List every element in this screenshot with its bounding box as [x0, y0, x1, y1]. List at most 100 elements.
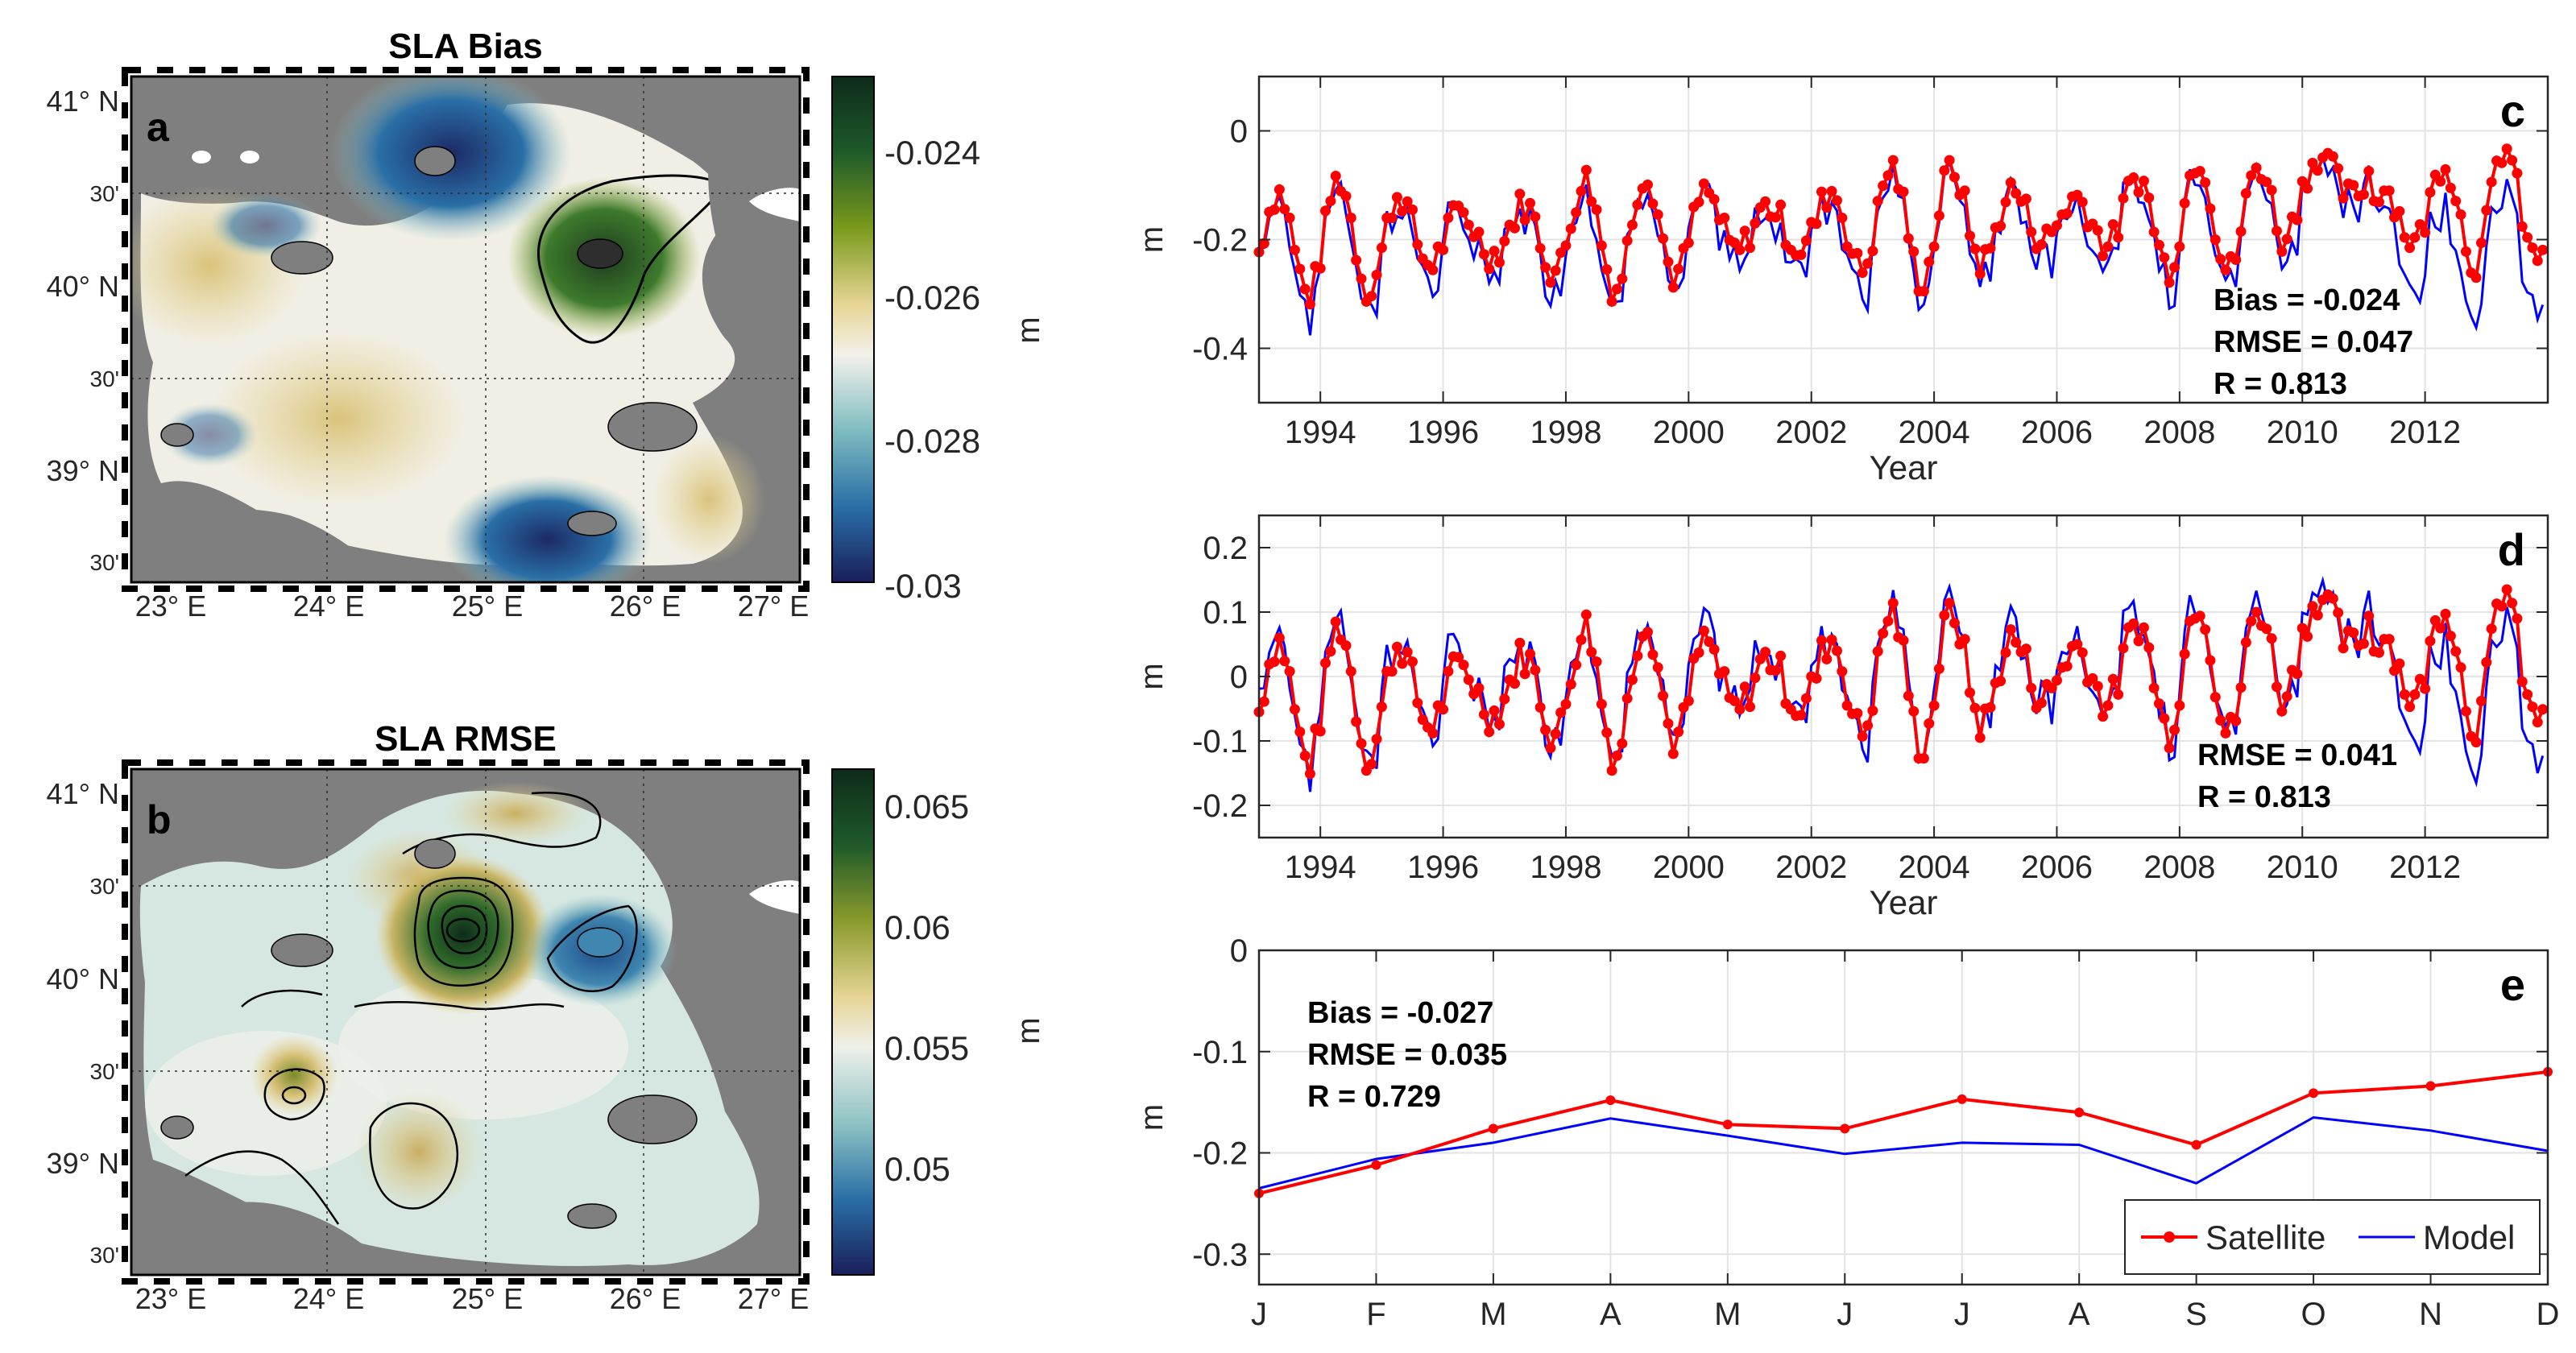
data-point [1775, 650, 1787, 661]
data-point [1944, 155, 1955, 166]
data-point [2098, 711, 2109, 722]
data-point [2532, 717, 2543, 728]
data-point [1565, 223, 1576, 234]
data-point [2440, 163, 2451, 175]
chart-c-series-model [1258, 153, 2545, 336]
data-point [2399, 689, 2410, 700]
data-point [1596, 698, 1607, 710]
data-point [2128, 618, 2139, 629]
data-point [1795, 249, 1807, 260]
panel-b-frame [130, 768, 801, 1276]
data-point [1586, 196, 1597, 207]
data-point [2302, 183, 2313, 194]
data-point [2235, 226, 2247, 237]
data-point [2307, 157, 2318, 168]
data-point [2455, 662, 2466, 673]
data-point [1550, 728, 1561, 739]
data-point [1887, 155, 1899, 166]
data-point [1596, 240, 1607, 251]
y-axis-label: m [1134, 1104, 1170, 1131]
data-point [1580, 164, 1592, 176]
panel-b-border [122, 759, 810, 1285]
data-point [2200, 624, 2211, 635]
data-point [1402, 196, 1413, 207]
data-point [1499, 693, 1510, 705]
data-point [1376, 701, 1387, 713]
panel-b-colorbar-tick: 0.055 [884, 1029, 969, 1067]
x-tick-label: 1994 [1285, 415, 1356, 450]
panel-b-colorbar-tick: 0.065 [884, 788, 969, 825]
data-point [2194, 610, 2205, 622]
data-point [2327, 593, 2338, 604]
data-point [1959, 634, 1970, 645]
x-tick-label: J [1954, 1297, 1970, 1332]
data-point [1995, 221, 2007, 232]
stat-text: R = 0.729 [1307, 1080, 1441, 1114]
data-point [2496, 157, 2508, 168]
legend-satellite-marker [2164, 1231, 2175, 1243]
data-point [1550, 265, 1561, 276]
data-point [1831, 195, 1842, 206]
data-point [1269, 204, 1280, 215]
data-point [2087, 672, 2098, 684]
chart-c-markers [1253, 143, 2549, 310]
data-point [1545, 743, 1556, 754]
data-point [1949, 618, 1960, 629]
data-point [1304, 768, 1315, 780]
data-point [1443, 666, 1454, 677]
x-tick-label: 2012 [2389, 415, 2461, 450]
data-point [1489, 246, 1500, 257]
stat-text: RMSE = 0.047 [2214, 325, 2413, 359]
data-point [1601, 727, 1613, 739]
data-point [2159, 713, 2170, 724]
panel-a-title: SLA Bias [388, 27, 543, 66]
data-point [1591, 656, 1602, 668]
data-point [2169, 724, 2180, 735]
data-point [1826, 634, 1837, 645]
y-tick-label: -0.2 [1192, 223, 1248, 259]
data-point [2522, 689, 2533, 700]
data-point [2420, 683, 2431, 694]
data-point [1605, 1095, 1616, 1106]
data-point [1939, 610, 1950, 621]
data-point [1928, 700, 1940, 711]
data-point [1591, 204, 1602, 215]
data-point [1816, 186, 1827, 197]
data-point [2026, 682, 2037, 693]
data-point [1663, 718, 1674, 729]
data-point [1484, 726, 1495, 738]
data-point [1965, 230, 1976, 242]
data-point [2475, 695, 2487, 706]
stat-text: R = 0.813 [2197, 780, 2331, 814]
data-point [1534, 242, 1546, 254]
data-point [1642, 627, 1654, 638]
data-point [1760, 647, 1771, 658]
panel-a-field [131, 77, 800, 582]
stat-text: RMSE = 0.035 [1307, 1038, 1507, 1072]
data-point [1258, 696, 1269, 707]
data-point [1351, 254, 1362, 266]
data-point [2455, 209, 2466, 220]
data-point [2475, 238, 2487, 249]
x-tick-label: 2010 [2267, 850, 2338, 885]
data-point [1493, 718, 1505, 730]
data-point [1632, 650, 1643, 661]
stat-text: Bias = -0.024 [2214, 283, 2400, 317]
data-point [1667, 748, 1679, 759]
data-point [2098, 250, 2109, 262]
data-point [2113, 689, 2124, 700]
data-point [2107, 219, 2118, 230]
data-point [1406, 204, 1418, 215]
data-point [2159, 252, 2170, 263]
x-tick-label: 2010 [2267, 415, 2338, 450]
data-point [2046, 682, 2057, 693]
data-point [1463, 674, 1474, 685]
panel-a-colorbar-tick: -0.026 [884, 279, 980, 317]
data-point [1345, 213, 1356, 223]
data-point [1626, 219, 1638, 230]
data-point [2266, 633, 2277, 644]
chart-e-series-model [1258, 1115, 2549, 1190]
data-point [1571, 207, 1582, 218]
data-point [1729, 695, 1740, 706]
data-point [1586, 647, 1597, 658]
